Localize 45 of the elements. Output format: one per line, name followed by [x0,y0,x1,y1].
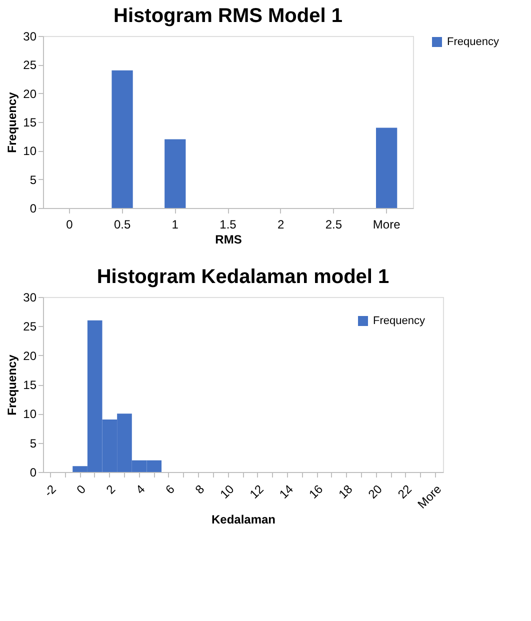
x-tick-label: 22 [395,482,415,502]
x-tick-label: 6 [162,482,178,497]
x-tick-label: 2 [278,218,285,232]
y-tick-label: 25 [23,58,37,72]
bar [376,128,398,208]
y-tick-label: 20 [23,86,37,101]
y-tick-label: 10 [23,144,37,158]
y-tick-label: 5 [30,436,37,450]
chart-title: Histogram Kedalaman model 1 [96,266,390,288]
x-tick-label: 0 [74,482,89,497]
x-tick-label: 2 [104,482,118,497]
x-tick-label: 20 [365,482,386,502]
y-tick-label: 15 [23,116,37,130]
bar [164,139,186,208]
y-tick-label: 5 [30,172,37,187]
x-tick-label: 12 [246,482,267,502]
x-tick-label: More [372,218,401,232]
x-tick-label: 18 [336,482,356,502]
y-tick-label: 25 [23,320,37,334]
x-tick-label: -2 [41,482,60,500]
x-tick-label: 0.5 [114,218,131,232]
y-tick-label: 30 [23,290,37,304]
y-tick-label: 0 [30,466,37,480]
x-tick-label: 8 [192,482,208,497]
chart-title: Histogram RMS Model 1 [114,5,342,27]
x-axis-title: Kedalaman [211,512,276,527]
y-axis-title: Frequency [5,354,20,416]
x-tick-label: 0 [66,218,74,232]
x-tick-label: 14 [276,482,296,502]
x-axis-title: RMS [215,232,242,246]
y-tick-label: 0 [30,202,37,216]
x-tick-label: 2.5 [325,218,342,232]
legend-label: Frequency [447,36,500,48]
y-tick-label: 15 [23,378,37,392]
y-axis-title: Frequency [5,92,20,153]
y-tick-label: 20 [23,348,37,363]
x-tick-label: 10 [217,482,237,502]
x-tick-label: 1.5 [220,218,237,232]
x-tick-label: 4 [133,482,148,497]
y-tick-label: 10 [23,407,37,422]
legend-label: Frequency [373,315,426,327]
y-tick-label: 30 [23,30,37,44]
bar [112,70,133,208]
x-tick-label: 1 [172,218,179,232]
x-tick-label: 16 [306,482,326,502]
